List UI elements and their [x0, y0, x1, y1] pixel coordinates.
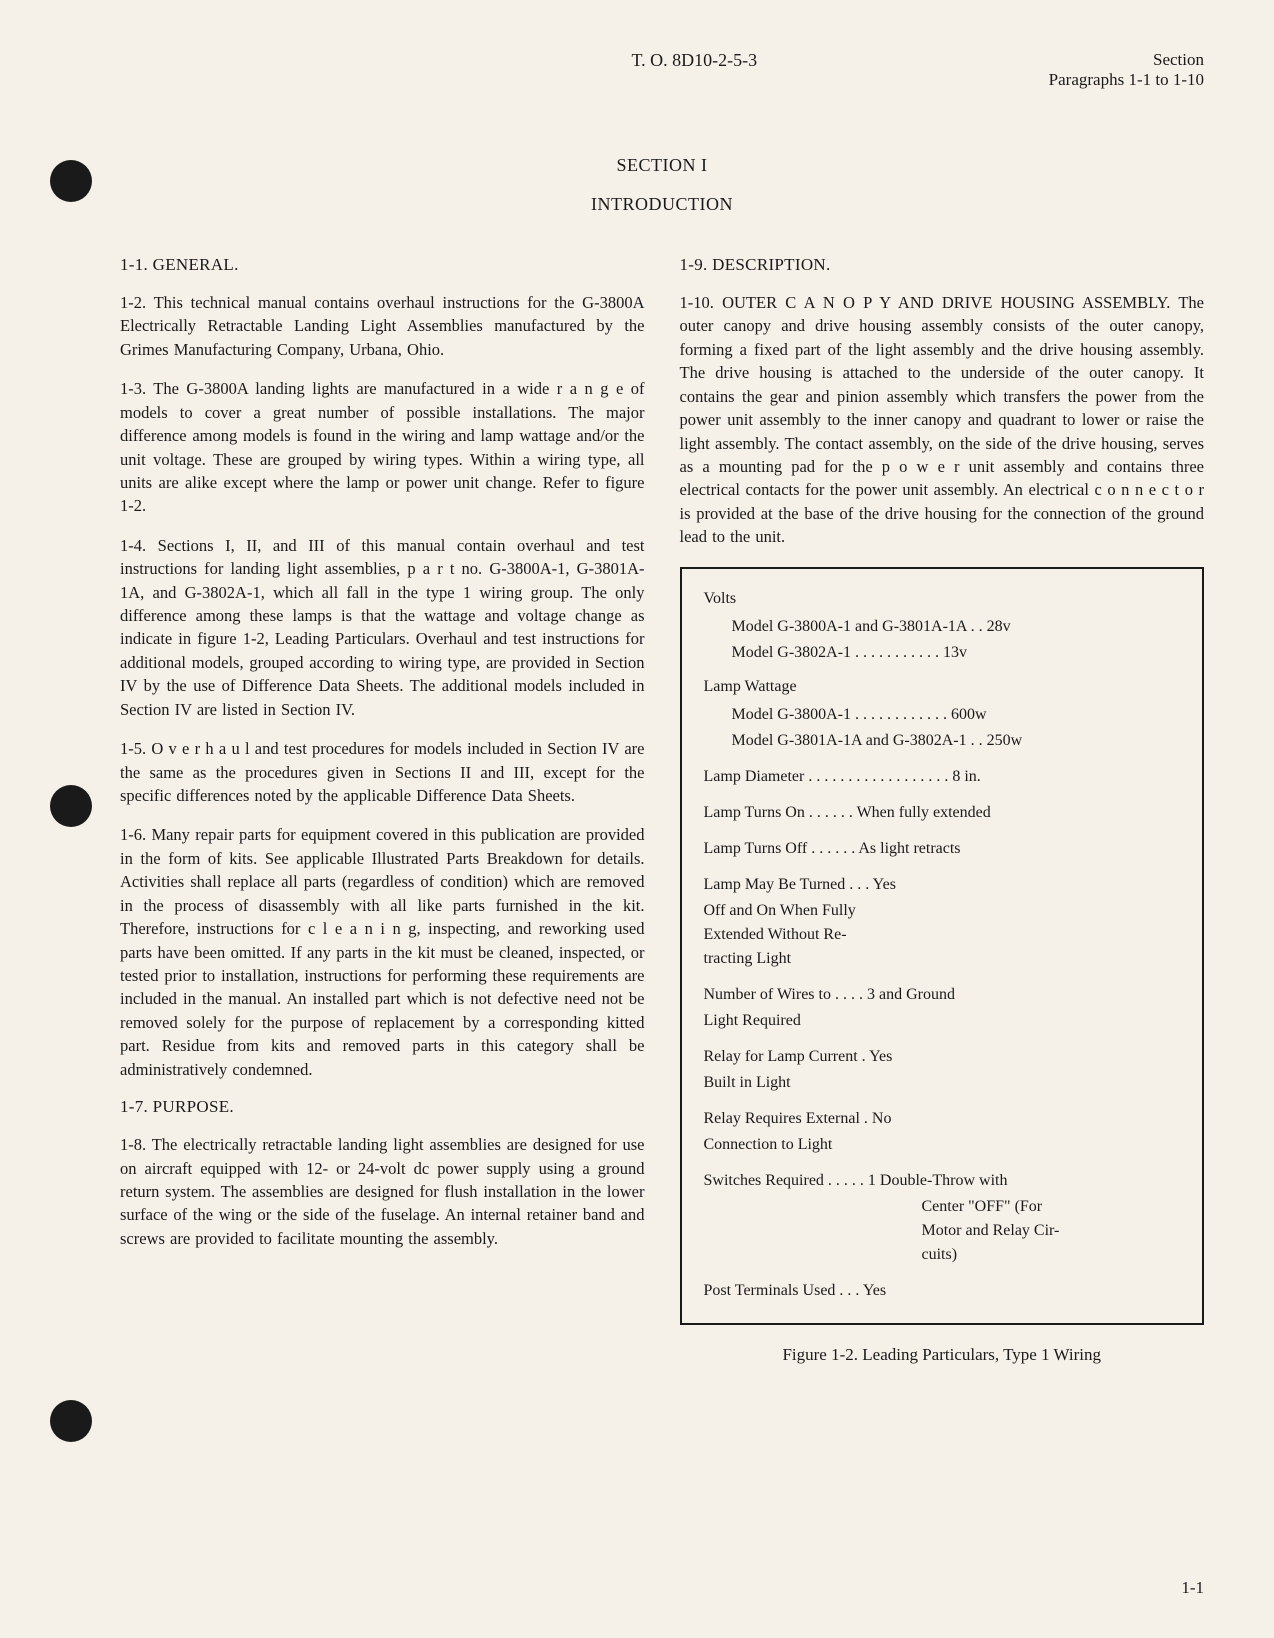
- heading-1-1: 1-1. GENERAL.: [120, 255, 645, 275]
- spec-wires-1: Number of Wires to . . . . 3 and Ground: [704, 983, 1185, 1007]
- para-1-10: 1-10. OUTER C A N O P Y AND DRIVE HOUSIN…: [680, 291, 1205, 549]
- spec-wattage-2: Model G-3801A-1A and G-3802A-1 . . 250w: [732, 729, 1185, 753]
- spec-switches-2: Center "OFF" (For: [704, 1195, 1185, 1219]
- spec-switches-4: cuits): [704, 1243, 1185, 1267]
- figure-caption: Figure 1-2. Leading Particulars, Type 1 …: [680, 1345, 1205, 1365]
- content-columns: 1-1. GENERAL. 1-2. This technical manual…: [120, 255, 1204, 1365]
- punch-hole-bottom: [50, 1400, 92, 1442]
- doc-number: T. O. 8D10-2-5-3: [120, 50, 1049, 90]
- spec-relay-ext-1: Relay Requires External . No: [704, 1107, 1185, 1131]
- para-range: Paragraphs 1-1 to 1-10: [1049, 70, 1204, 90]
- para-1-2: 1-2. This technical manual contains over…: [120, 291, 645, 361]
- spec-relay-ext-2: Connection to Light: [704, 1133, 1185, 1157]
- spec-volts-heading: Volts: [704, 587, 1185, 611]
- spec-turns-on: Lamp Turns On . . . . . . When fully ext…: [704, 801, 1185, 825]
- section-subtitle: INTRODUCTION: [120, 194, 1204, 215]
- section-title: SECTION I: [120, 155, 1204, 176]
- para-1-4: 1-4. Sections I, II, and III of this man…: [120, 534, 645, 721]
- page-header: T. O. 8D10-2-5-3 Section Paragraphs 1-1 …: [120, 50, 1204, 90]
- punch-hole-top: [50, 160, 92, 202]
- left-column: 1-1. GENERAL. 1-2. This technical manual…: [120, 255, 645, 1365]
- spec-volts-2: Model G-3802A-1 . . . . . . . . . . . 13…: [732, 641, 1185, 665]
- para-1-8: 1-8. The electrically retractable landin…: [120, 1133, 645, 1250]
- section-label: Section: [1049, 50, 1204, 70]
- spec-may-turn-2: Off and On When Fully: [704, 899, 1185, 923]
- spec-wattage-1: Model G-3800A-1 . . . . . . . . . . . . …: [732, 703, 1185, 727]
- spec-may-turn-3: Extended Without Re-: [704, 923, 1185, 947]
- spec-diameter: Lamp Diameter . . . . . . . . . . . . . …: [704, 765, 1185, 789]
- spec-switches-1: Switches Required . . . . . 1 Double-Thr…: [704, 1169, 1185, 1193]
- spec-volts-1: Model G-3800A-1 and G-3801A-1A . . 28v: [732, 615, 1185, 639]
- spec-may-turn-4: tracting Light: [704, 947, 1185, 971]
- spec-relay-lamp-2: Built in Light: [704, 1071, 1185, 1095]
- punch-hole-middle: [50, 785, 92, 827]
- para-1-6: 1-6. Many repair parts for equipment cov…: [120, 823, 645, 1081]
- spec-may-turn-1: Lamp May Be Turned . . . Yes: [704, 873, 1185, 897]
- spec-wires-2: Light Required: [704, 1009, 1185, 1033]
- spec-wattage-heading: Lamp Wattage: [704, 675, 1185, 699]
- spec-relay-lamp-1: Relay for Lamp Current . Yes: [704, 1045, 1185, 1069]
- heading-1-9: 1-9. DESCRIPTION.: [680, 255, 1205, 275]
- specs-box: Volts Model G-3800A-1 and G-3801A-1A . .…: [680, 567, 1205, 1325]
- spec-switches-3: Motor and Relay Cir-: [704, 1219, 1185, 1243]
- spec-terminals: Post Terminals Used . . . Yes: [704, 1279, 1185, 1303]
- para-1-3: 1-3. The G-3800A landing lights are manu…: [120, 377, 645, 518]
- header-right: Section Paragraphs 1-1 to 1-10: [1049, 50, 1204, 90]
- heading-1-7: 1-7. PURPOSE.: [120, 1097, 645, 1117]
- page-number: 1-1: [1181, 1578, 1204, 1598]
- right-column: 1-9. DESCRIPTION. 1-10. OUTER C A N O P …: [680, 255, 1205, 1365]
- para-1-5: 1-5. O v e r h a u l and test procedures…: [120, 737, 645, 807]
- spec-turns-off: Lamp Turns Off . . . . . . As light retr…: [704, 837, 1185, 861]
